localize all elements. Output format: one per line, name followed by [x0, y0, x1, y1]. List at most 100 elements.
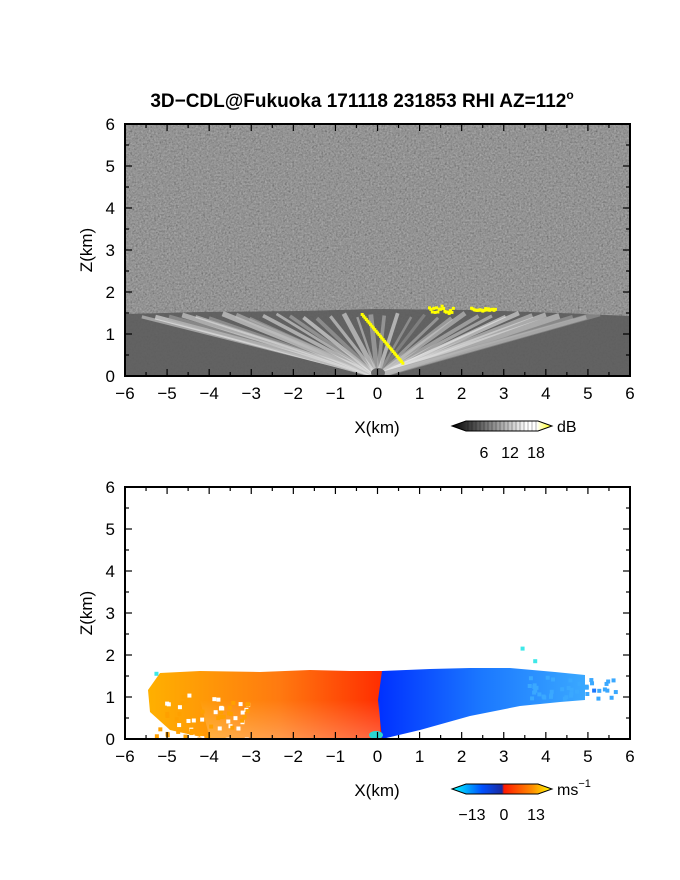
velocity-pixel	[240, 710, 245, 715]
velocity-pixel	[212, 697, 217, 702]
x-tick-label: 5	[583, 747, 592, 766]
strong-echo-pixel	[394, 353, 398, 357]
velocity-pixel	[569, 687, 574, 692]
velocity-pixel	[569, 693, 574, 698]
velocity-pixel	[575, 689, 580, 694]
x-tick-label: 5	[583, 384, 592, 403]
strong-echo-pixel	[432, 306, 436, 310]
strong-echo-pixel	[429, 307, 433, 311]
y-tick-label: 5	[106, 520, 115, 539]
strong-echo-pixel	[373, 328, 377, 332]
velocity-pixel	[189, 731, 194, 736]
velocity-pixel	[584, 684, 589, 689]
strong-echo-pixel	[395, 355, 399, 358]
strong-echo-pixel	[442, 306, 446, 310]
velocity-pixel	[592, 688, 597, 693]
velocity-pixel	[564, 695, 569, 700]
strong-echo-pixel	[439, 307, 443, 311]
velocity-pixel	[165, 711, 170, 716]
y-tick-label: 1	[106, 688, 115, 707]
strong-echo-pixel	[381, 338, 385, 342]
strong-echo-pixel	[440, 304, 444, 308]
colorbar-unit: ms−1	[557, 778, 591, 799]
x-tick-label: −6	[115, 747, 134, 766]
velocity-pixel	[158, 727, 163, 732]
y-tick-label: 3	[106, 241, 115, 260]
y-axis-label: Z(km)	[77, 591, 96, 635]
strong-echo-pixel	[399, 360, 403, 364]
velocity-pixel	[597, 688, 602, 693]
velocity-pixel	[533, 688, 538, 693]
y-tick-label: 0	[106, 730, 115, 749]
velocity-pixel	[227, 705, 232, 710]
strong-echo-pixel	[374, 329, 378, 333]
strong-echo-pixel	[364, 318, 368, 322]
velocity-pixel	[568, 678, 573, 683]
velocity-pixel	[228, 711, 233, 716]
y-tick-label: 2	[106, 646, 115, 665]
velocity-pixel	[186, 718, 191, 723]
x-tick-label: −5	[157, 747, 176, 766]
axis-ticks	[124, 486, 631, 740]
velocity-pixel	[566, 686, 571, 691]
velocity-pixel	[542, 695, 547, 700]
x-tick-label: −5	[157, 384, 176, 403]
velocity-pixel	[611, 678, 616, 683]
strong-echo-pixel	[428, 306, 431, 310]
velocity-pixel	[177, 705, 182, 710]
axis-ticks	[124, 123, 631, 377]
colorbar-velocity: ms−1 −13 0 13	[450, 778, 591, 824]
strong-echo-pixel	[493, 307, 497, 311]
x-tick-label: 4	[541, 384, 550, 403]
chart-title: 3D−CDL@Fukuoka 171118 231853 RHI AZ=112o	[150, 88, 573, 112]
velocity-pixel	[606, 679, 611, 684]
colorbar-tick-label: 18	[527, 445, 545, 462]
strong-echo-pixel	[371, 326, 375, 330]
echo-rays	[141, 310, 601, 376]
radar-site-marker	[369, 731, 383, 739]
strong-echo-pixel	[385, 343, 389, 347]
velocity-pixel	[589, 678, 594, 683]
velocity-pixel	[165, 713, 170, 718]
colorbar-bar	[450, 420, 554, 432]
x-tick-label: −3	[242, 384, 261, 403]
velocity-pixel	[181, 701, 186, 706]
y-tick-label: 6	[106, 478, 115, 497]
strong-echo-pixel	[370, 324, 374, 328]
velocity-pixel	[551, 677, 556, 682]
velocity-pixel	[577, 681, 582, 686]
velocity-pixel	[200, 717, 205, 722]
x-tick-label: 3	[499, 384, 508, 403]
velocity-pixel	[532, 684, 537, 689]
colorbar-tick-label: 0	[500, 807, 509, 824]
velocity-pixel	[527, 684, 532, 689]
x-tick-label: 2	[457, 747, 466, 766]
velocity-pixel	[178, 736, 183, 739]
strong-echo-pixel	[384, 341, 388, 345]
velocity-pixel	[569, 691, 574, 696]
velocity-pixel	[206, 735, 211, 739]
velocity-pixel	[613, 690, 618, 695]
colorbar-tick-label: 6	[480, 445, 489, 462]
colorbar-bar	[450, 783, 554, 795]
echo-ray	[376, 313, 426, 376]
echo-ray	[341, 312, 380, 376]
x-tick-labels: −6 −5 −4 −3 −2 −1 0 1 2 3 4 5 6	[115, 747, 634, 766]
strong-echo-pixel	[450, 310, 454, 314]
echo-ray	[376, 310, 601, 376]
strong-echo-pixel	[433, 310, 437, 314]
velocity-pixel	[605, 688, 610, 693]
x-tick-label: −4	[199, 384, 218, 403]
velocity-pixel	[166, 702, 171, 707]
strong-echo-pixel	[401, 361, 405, 365]
velocity-pixel	[173, 733, 178, 738]
x-tick-label: 3	[499, 747, 508, 766]
strong-echo-pixel	[383, 339, 387, 343]
velocity-pixel	[596, 696, 601, 701]
velocity-pixel	[245, 702, 250, 707]
x-tick-label: −2	[284, 384, 303, 403]
x-tick-label: 1	[415, 747, 424, 766]
x-tick-label: 6	[625, 747, 634, 766]
velocity-speckles	[154, 646, 618, 739]
